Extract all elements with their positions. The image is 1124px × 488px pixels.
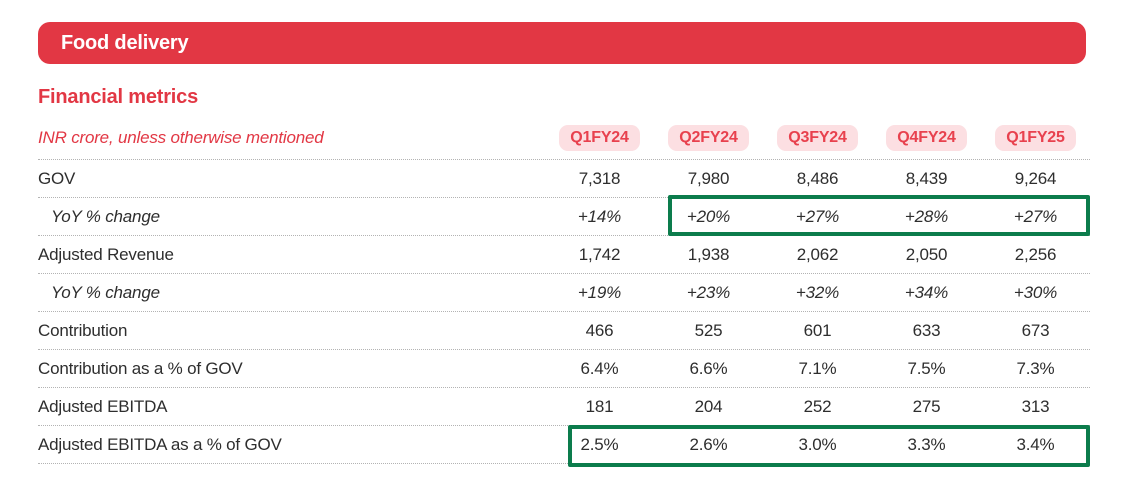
column-header-q3fy24: Q3FY24 <box>763 124 872 151</box>
metric-value-cell: 181 <box>585 396 614 416</box>
section-title: Financial metrics <box>38 86 198 108</box>
metric-value-cell: 7.5% <box>907 358 946 378</box>
metric-value-cell: 6.6% <box>689 358 728 378</box>
table-row-adjusted-ebitda: Adjusted EBITDA 181 204 252 275 313 <box>38 388 1090 426</box>
metric-value-cell: 2.6% <box>689 434 728 454</box>
metric-value-cell: 633 <box>912 320 941 340</box>
row-label: Adjusted Revenue <box>38 244 174 264</box>
quarter-pill: Q1FY25 <box>995 124 1076 151</box>
row-label: Contribution <box>38 320 128 340</box>
metric-value-cell: 275 <box>912 396 941 416</box>
metric-value-cell: +28% <box>904 206 949 226</box>
row-label: YoY % change <box>51 282 160 302</box>
metric-value-cell: 252 <box>803 396 832 416</box>
quarter-pill: Q2FY24 <box>668 124 749 151</box>
metric-value-cell: +30% <box>1013 282 1058 302</box>
quarter-pill: Q1FY24 <box>559 124 640 151</box>
financial-metrics-table: INR crore, unless otherwise mentioned Q1… <box>38 116 1090 467</box>
metric-value-cell: 2,062 <box>796 244 839 264</box>
metric-value-cell: 673 <box>1021 320 1050 340</box>
metric-value-cell: 466 <box>585 320 614 340</box>
section-banner: Food delivery <box>38 22 1086 64</box>
metric-value-cell: 1,742 <box>578 244 621 264</box>
metric-value-cell: +23% <box>686 282 731 302</box>
metric-value-cell: 1,938 <box>687 244 730 264</box>
banner-title: Food delivery <box>61 31 189 54</box>
quarter-pill: Q4FY24 <box>886 124 967 151</box>
metric-value-cell: 204 <box>694 396 723 416</box>
table-row-gov-yoy-change: YoY % change +14% +20% +27% +28% +27% <box>38 198 1090 236</box>
metric-value-cell: 3.4% <box>1016 434 1055 454</box>
row-label: Adjusted EBITDA <box>38 396 168 416</box>
row-label: Contribution as a % of GOV <box>38 358 243 378</box>
column-header-q1fy25: Q1FY25 <box>981 124 1090 151</box>
metric-value-cell: 3.0% <box>798 434 837 454</box>
table-row-contribution: Contribution 466 525 601 633 673 <box>38 312 1090 350</box>
column-header-q2fy24: Q2FY24 <box>654 124 763 151</box>
row-label: GOV <box>38 168 76 188</box>
row-label: YoY % change <box>51 206 160 226</box>
metric-value-cell: 8,486 <box>796 168 839 188</box>
table-row-revenue-yoy-change: YoY % change +19% +23% +32% +34% +30% <box>38 274 1090 312</box>
metric-value-cell: 2,256 <box>1014 244 1057 264</box>
metric-value-cell: 6.4% <box>580 358 619 378</box>
metric-value-cell: +14% <box>577 206 622 226</box>
metric-value-cell: 2,050 <box>905 244 948 264</box>
metric-value-cell: 525 <box>694 320 723 340</box>
metric-value-cell: +20% <box>686 206 731 226</box>
column-header-q1fy24: Q1FY24 <box>545 124 654 151</box>
metric-value-cell: 7.1% <box>798 358 837 378</box>
metric-value-cell: +32% <box>795 282 840 302</box>
metric-value-cell: 8,439 <box>905 168 948 188</box>
metric-value-cell: 3.3% <box>907 434 946 454</box>
metric-value-cell: +27% <box>795 206 840 226</box>
metric-value-cell: +27% <box>1013 206 1058 226</box>
metric-value-cell: 313 <box>1021 396 1050 416</box>
table-row-ebitda-pct-gov: Adjusted EBITDA as a % of GOV 2.5% 2.6% … <box>38 426 1090 464</box>
metric-value-cell: 7,318 <box>578 168 621 188</box>
metric-value-cell: 7.3% <box>1016 358 1055 378</box>
metric-value-cell: 7,980 <box>687 168 730 188</box>
units-subtitle: INR crore, unless otherwise mentioned <box>38 127 324 147</box>
column-header-q4fy24: Q4FY24 <box>872 124 981 151</box>
table-row-adjusted-revenue: Adjusted Revenue 1,742 1,938 2,062 2,050… <box>38 236 1090 274</box>
quarter-pill: Q3FY24 <box>777 124 858 151</box>
table-row-gov: GOV 7,318 7,980 8,486 8,439 9,264 <box>38 160 1090 198</box>
table-header-row: INR crore, unless otherwise mentioned Q1… <box>38 116 1090 160</box>
row-label: Adjusted EBITDA as a % of GOV <box>38 434 282 454</box>
metric-value-cell: +34% <box>904 282 949 302</box>
metric-value-cell: 9,264 <box>1014 168 1057 188</box>
metric-value-cell: 601 <box>803 320 832 340</box>
metric-value-cell: 2.5% <box>580 434 619 454</box>
metric-value-cell: +19% <box>577 282 622 302</box>
table-row-contribution-pct-gov: Contribution as a % of GOV 6.4% 6.6% 7.1… <box>38 350 1090 388</box>
